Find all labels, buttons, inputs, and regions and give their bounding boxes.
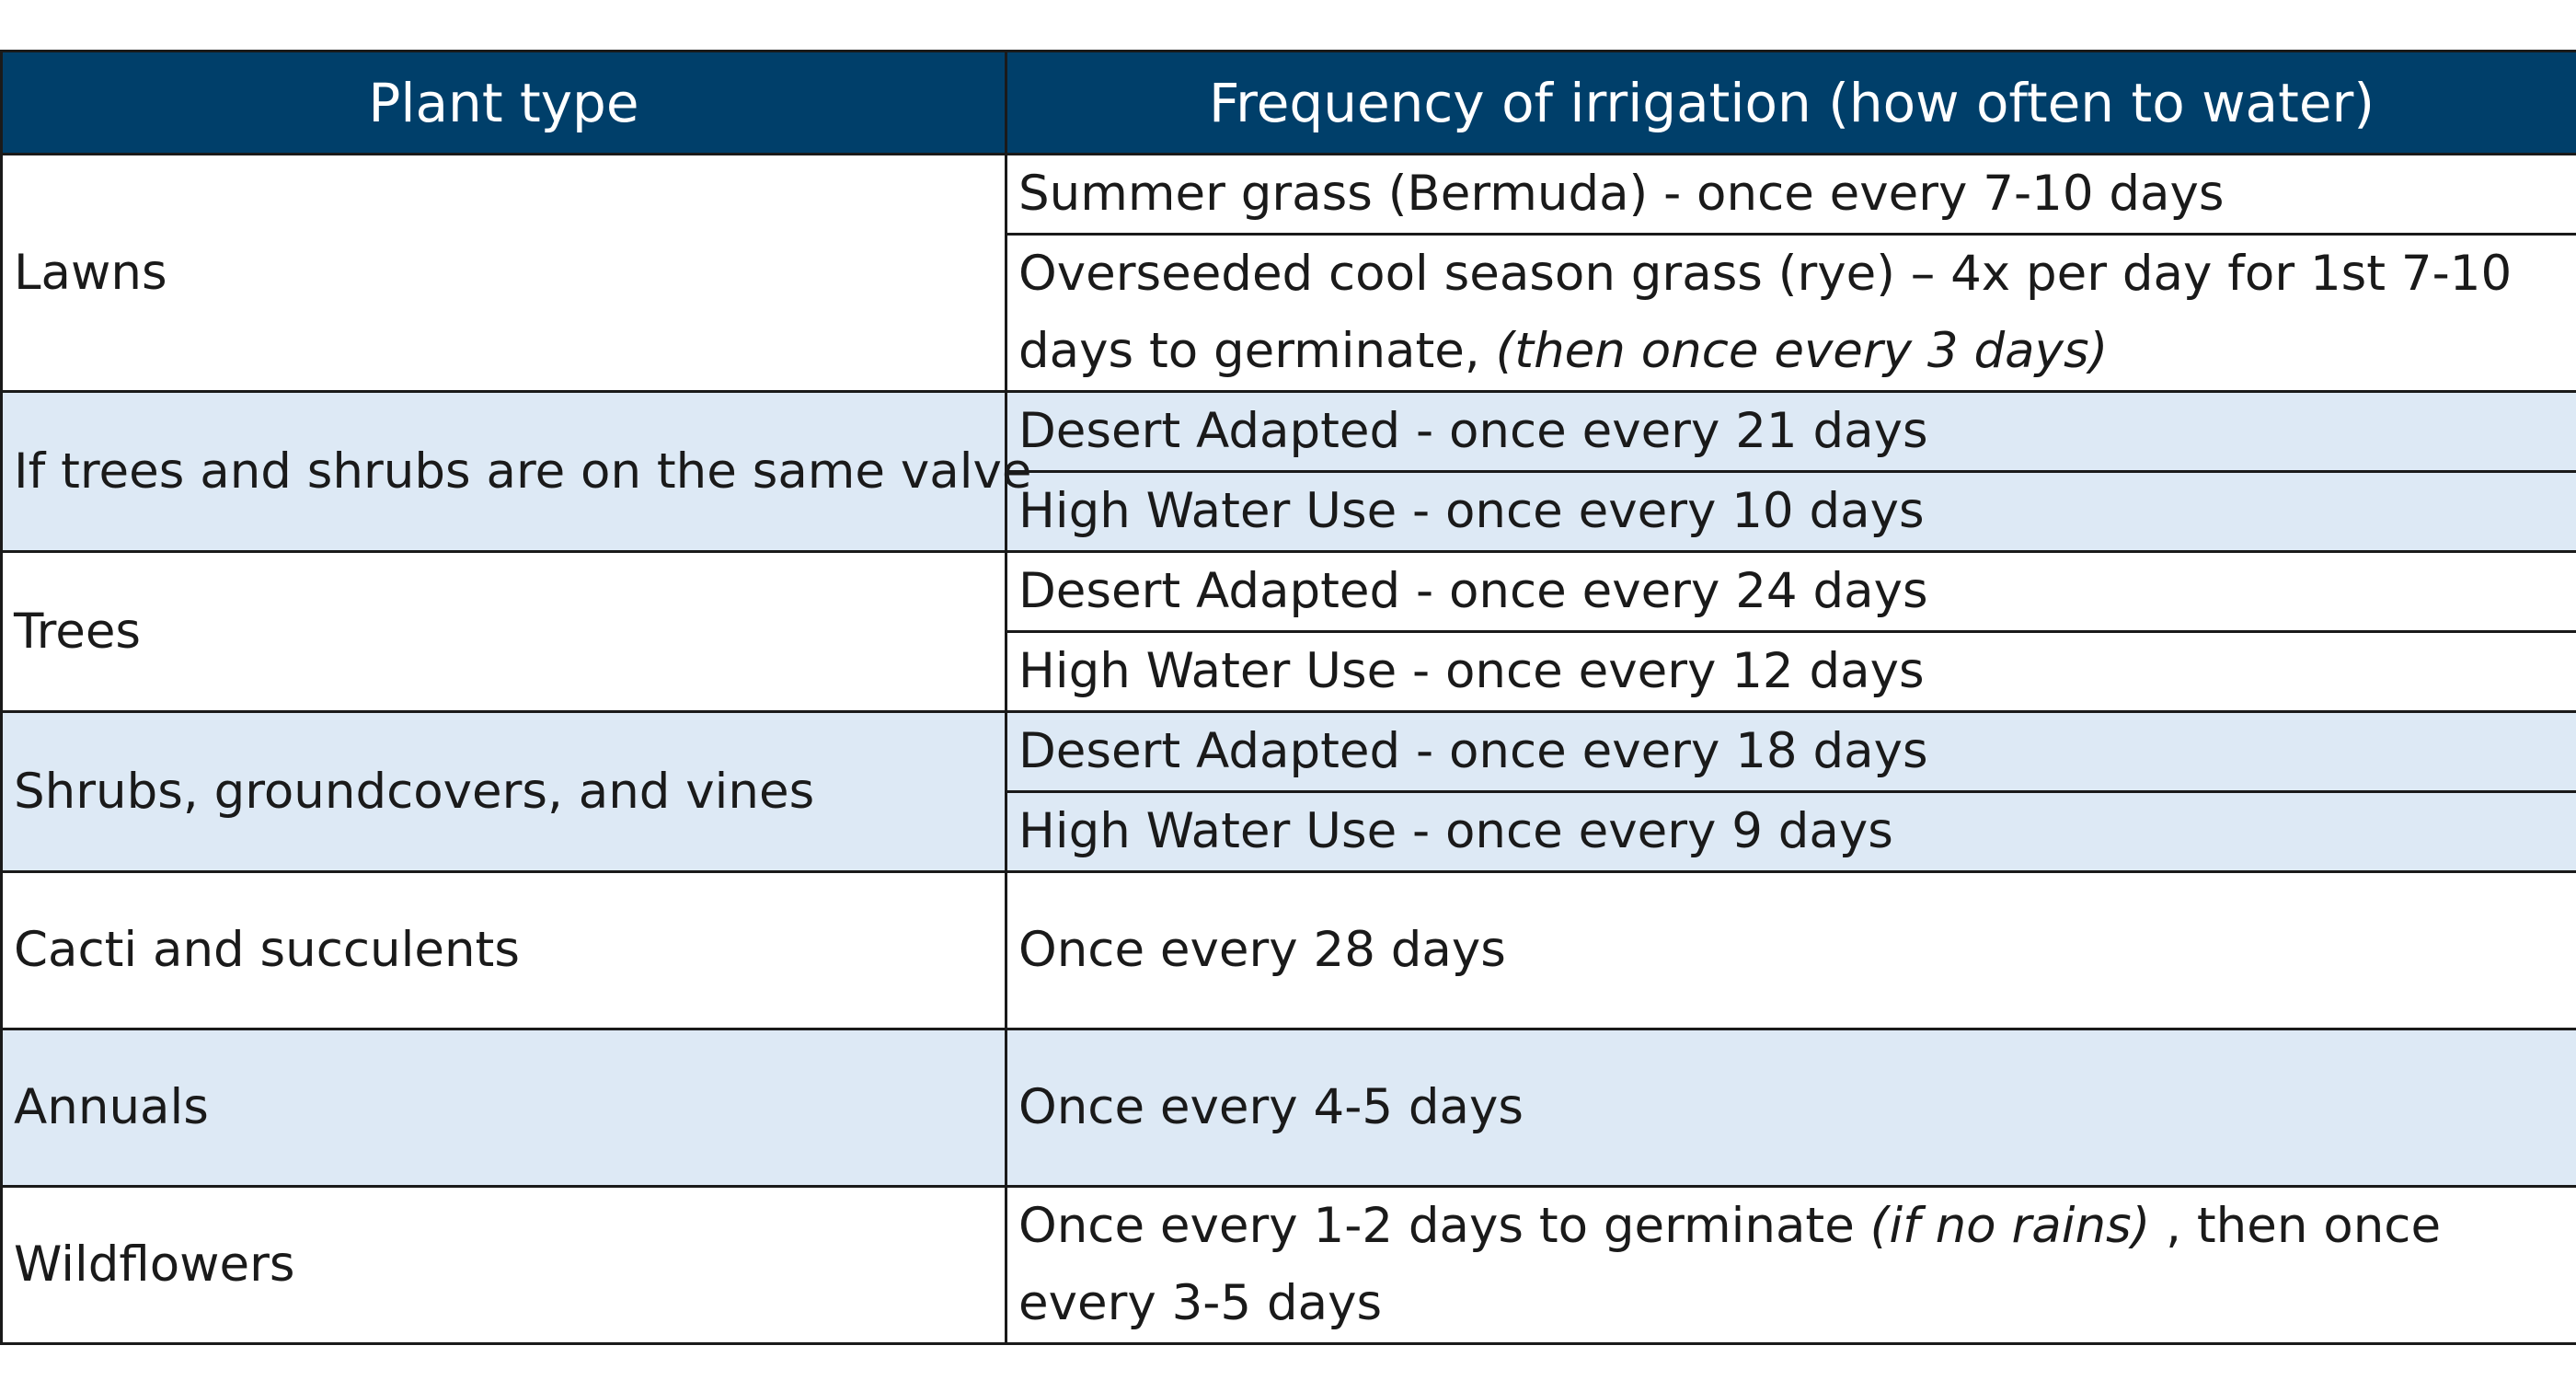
table-row-wildflowers: Wildflowers Once every 1-2 days to germi…: [0, 1185, 2576, 1345]
plant-cell-trees-shrubs-same-valve: If trees and shrubs are on the same valv…: [0, 390, 1031, 553]
plant-cell-cacti: Cacti and succulents: [0, 870, 1007, 1030]
frequency-note: (then once every 3 days): [1495, 323, 2109, 379]
table-row: High Water Use - once every 12 days: [2, 630, 2576, 713]
frequency-cell: Desert Adapted - once every 24 days: [1005, 550, 2576, 633]
frequency-note: (if no rains): [1869, 1198, 2151, 1254]
frequency-cell: Overseeded cool season grass (rye) – 4x …: [1005, 233, 2576, 393]
table-row-cacti: Cacti and succulents Once every 28 days: [0, 870, 2576, 1030]
frequency-text: Once every 1-2 days to germinate: [1018, 1198, 1870, 1254]
frequency-cell: Once every 28 days: [1005, 870, 2576, 1030]
header-plant-type: Plant type: [0, 50, 1007, 155]
table-row-annuals: Annuals Once every 4-5 days: [0, 1028, 2576, 1188]
irrigation-table: Plant type Frequency of irrigation (how …: [0, 50, 2576, 1345]
frequency-cell: Once every 4-5 days: [1005, 1028, 2576, 1188]
frequency-cell: High Water Use - once every 9 days: [1005, 790, 2576, 873]
frequency-text: Overseeded cool season grass (rye) – 4x …: [1018, 246, 2513, 379]
frequency-cell: High Water Use - once every 10 days: [1005, 470, 2576, 553]
plant-cell-shrubs: Shrubs, groundcovers, and vines: [0, 710, 1007, 873]
header-frequency: Frequency of irrigation (how often to wa…: [1005, 50, 2576, 155]
table-header-row: Plant type Frequency of irrigation (how …: [0, 50, 2576, 155]
table-row-trees-shrubs-same-valve: If trees and shrubs are on the same valv…: [0, 390, 2576, 553]
plant-cell-lawns: Lawns: [0, 153, 1007, 393]
table-row-shrubs: Shrubs, groundcovers, and vines Desert A…: [0, 710, 2576, 873]
plant-cell-annuals: Annuals: [0, 1028, 1007, 1188]
frequency-cell: Summer grass (Bermuda) - once every 7-10…: [1005, 153, 2576, 236]
table-row: High Water Use - once every 9 days: [2, 790, 2576, 873]
table-row-trees: Trees Desert Adapted - once every 24 day…: [0, 550, 2576, 713]
table-row-lawns: Lawns Summer grass (Bermuda) - once ever…: [0, 153, 2576, 393]
plant-cell-trees: Trees: [0, 550, 1007, 713]
plant-cell-wildflowers: Wildflowers: [0, 1185, 1007, 1345]
frequency-cell: High Water Use - once every 12 days: [1005, 630, 2576, 713]
frequency-cell: Once every 1-2 days to germinate (if no …: [1005, 1185, 2576, 1345]
frequency-cell: Desert Adapted - once every 21 days: [1005, 390, 2576, 473]
frequency-text-tail: , then once every 3-5 days: [1018, 1198, 2442, 1331]
table-row: High Water Use - once every 10 days: [2, 470, 2576, 553]
table-row: Overseeded cool season grass (rye) – 4x …: [2, 233, 2576, 393]
frequency-cell: Desert Adapted - once every 18 days: [1005, 710, 2576, 793]
